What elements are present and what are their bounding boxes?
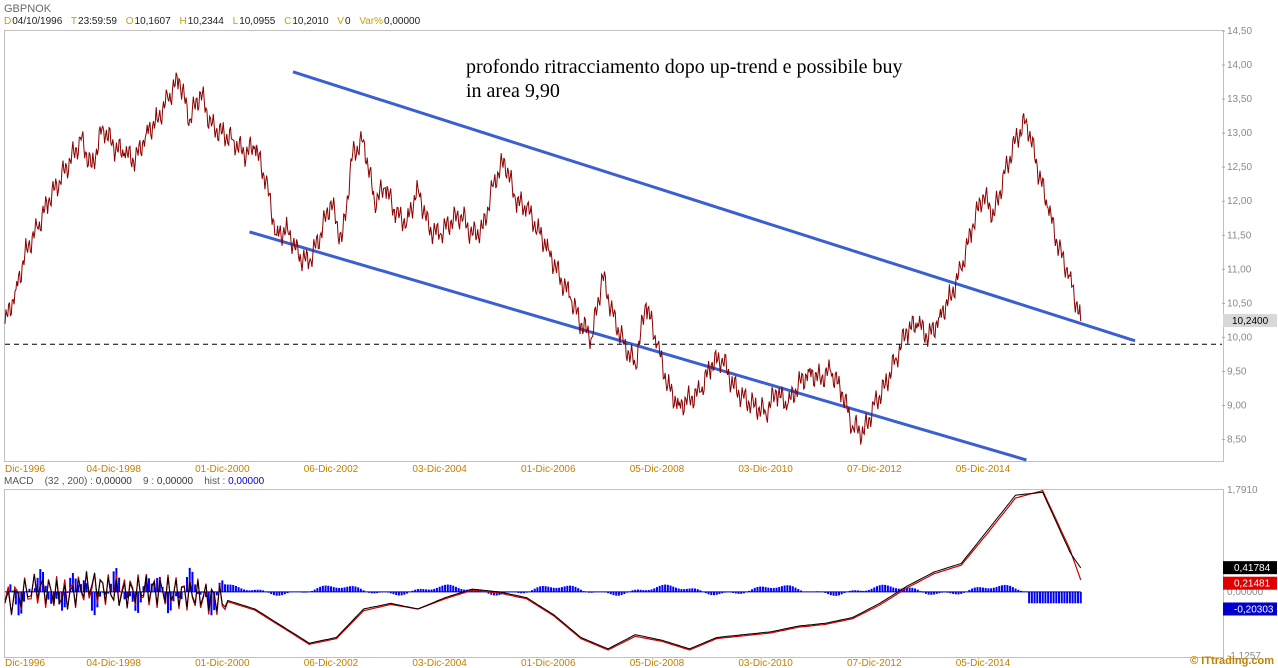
- low-key: L: [232, 16, 239, 27]
- macd-y-tick-label: -1,1257: [1227, 651, 1261, 662]
- macd-x-tick-label: Dic-1996: [5, 658, 45, 668]
- macd-y-tick-label: 0,00000: [1227, 587, 1264, 598]
- price-x-tick-label: 06-Dic-2002: [304, 464, 359, 475]
- macd-x-tick-label: 04-Dic-1998: [86, 658, 141, 668]
- price-x-tick-label: 07-Dic-2012: [847, 464, 902, 475]
- open-key: O: [125, 16, 134, 27]
- high-key: H: [179, 16, 187, 27]
- price-y-tick-label: 12,50: [1227, 162, 1252, 173]
- macd-x-tick-label: 07-Dic-2012: [847, 658, 902, 668]
- macd-value-label: -0,20303: [1234, 604, 1274, 615]
- macd-line: [4, 491, 1082, 650]
- price-y-tick-label: 13,50: [1227, 94, 1252, 105]
- macd-value-marker: [1223, 561, 1277, 575]
- hist-label: hist :: [204, 476, 226, 487]
- macd-name: MACD: [4, 476, 34, 487]
- hist-value: 0,00000: [228, 476, 265, 487]
- var-value: 0,00000: [384, 16, 421, 27]
- annotation-text: profondo ritracciamento dopo up-trend e …: [466, 55, 903, 103]
- price-y-tick-label: 9,50: [1227, 366, 1247, 377]
- annotation-line-1: profondo ritracciamento dopo up-trend e …: [466, 56, 903, 78]
- price-y-tick-label: 11,00: [1227, 264, 1252, 275]
- macd-value-label: 0,41784: [1234, 563, 1271, 574]
- macd-value-marker: [1223, 576, 1277, 590]
- price-x-tick-label: 05-Dic-2014: [956, 464, 1011, 475]
- price-series-line: [4, 72, 1082, 445]
- price-y-tick-label: 14,50: [1227, 26, 1252, 37]
- price-x-tick-label: 01-Dic-2006: [521, 464, 576, 475]
- high-value: 10,2344: [187, 16, 224, 27]
- price-x-tick-label: 01-Dic-2000: [195, 464, 250, 475]
- close-value: 10,2010: [292, 16, 329, 27]
- price-y-tick-label: 11,50: [1227, 230, 1252, 241]
- date-key: D: [4, 16, 12, 27]
- macd-value-marker: [1223, 602, 1277, 616]
- macd-chart-panel[interactable]: [4, 489, 1224, 658]
- signal-value: 0,00000: [156, 476, 194, 487]
- price-x-tick-label: 03-Dic-2010: [738, 464, 793, 475]
- date-value: 04/10/1996: [12, 16, 63, 27]
- close-key: C: [284, 16, 292, 27]
- last-price-label: 10,2400: [1232, 316, 1269, 327]
- chart-header: GBPNOK: [4, 3, 51, 15]
- signal-label: 9 :: [143, 476, 155, 487]
- macd-x-tick-label: 01-Dic-2000: [195, 658, 250, 668]
- price-y-tick-label: 14,00: [1227, 60, 1252, 71]
- macd-signal-line: [4, 489, 1082, 651]
- time-value: 23:59:59: [78, 16, 117, 27]
- volume-key: V: [337, 16, 344, 27]
- var-key: Var%: [359, 16, 384, 27]
- price-y-tick-label: 9,00: [1227, 401, 1247, 412]
- low-value: 10,0955: [239, 16, 276, 27]
- macd-x-tick-label: 03-Dic-2010: [738, 658, 793, 668]
- last-price-marker: [1223, 314, 1277, 328]
- macd-histogram: [9, 567, 1082, 616]
- price-y-tick-label: 10,50: [1227, 298, 1252, 309]
- macd-params: (32 , 200) :: [44, 476, 93, 487]
- price-chart-panel[interactable]: [4, 30, 1224, 462]
- channel-upper-line: [292, 70, 1136, 343]
- price-y-tick-label: 8,50: [1227, 435, 1247, 446]
- price-x-tick-label: Dic-1996: [5, 464, 45, 475]
- macd-value-label: 0,21481: [1234, 579, 1271, 590]
- open-value: 10,1607: [134, 16, 171, 27]
- macd-x-tick-label: 05-Dic-2008: [630, 658, 685, 668]
- macd-x-tick-label: 05-Dic-2014: [956, 658, 1011, 668]
- macd-value: 0,00000: [95, 476, 132, 487]
- macd-x-tick-label: 03-Dic-2004: [412, 658, 467, 668]
- volume-value: 0: [344, 16, 351, 27]
- price-y-tick-label: 10,00: [1227, 332, 1252, 343]
- ohlc-info-bar: D04/10/1996 T23:59:59 O10,1607 H10,2344 …: [4, 16, 426, 27]
- symbol-label: GBPNOK: [4, 3, 52, 15]
- ittrading-logo[interactable]: © ITtrading.com: [1190, 655, 1274, 667]
- price-x-tick-label: 03-Dic-2004: [412, 464, 467, 475]
- macd-y-tick-label: 1,7910: [1227, 485, 1258, 496]
- price-x-tick-label: 04-Dic-1998: [86, 464, 141, 475]
- price-y-tick-label: 12,00: [1227, 196, 1252, 207]
- macd-info-bar: MACD (32 , 200) : 0,00000 9 : 0,00000 hi…: [4, 476, 264, 487]
- macd-x-tick-label: 01-Dic-2006: [521, 658, 576, 668]
- price-x-tick-label: 05-Dic-2008: [630, 464, 685, 475]
- annotation-line-2: in area 9,90: [466, 80, 560, 102]
- macd-x-tick-label: 06-Dic-2002: [304, 658, 359, 668]
- time-key: T: [70, 16, 78, 27]
- price-y-tick-label: 13,00: [1227, 128, 1252, 139]
